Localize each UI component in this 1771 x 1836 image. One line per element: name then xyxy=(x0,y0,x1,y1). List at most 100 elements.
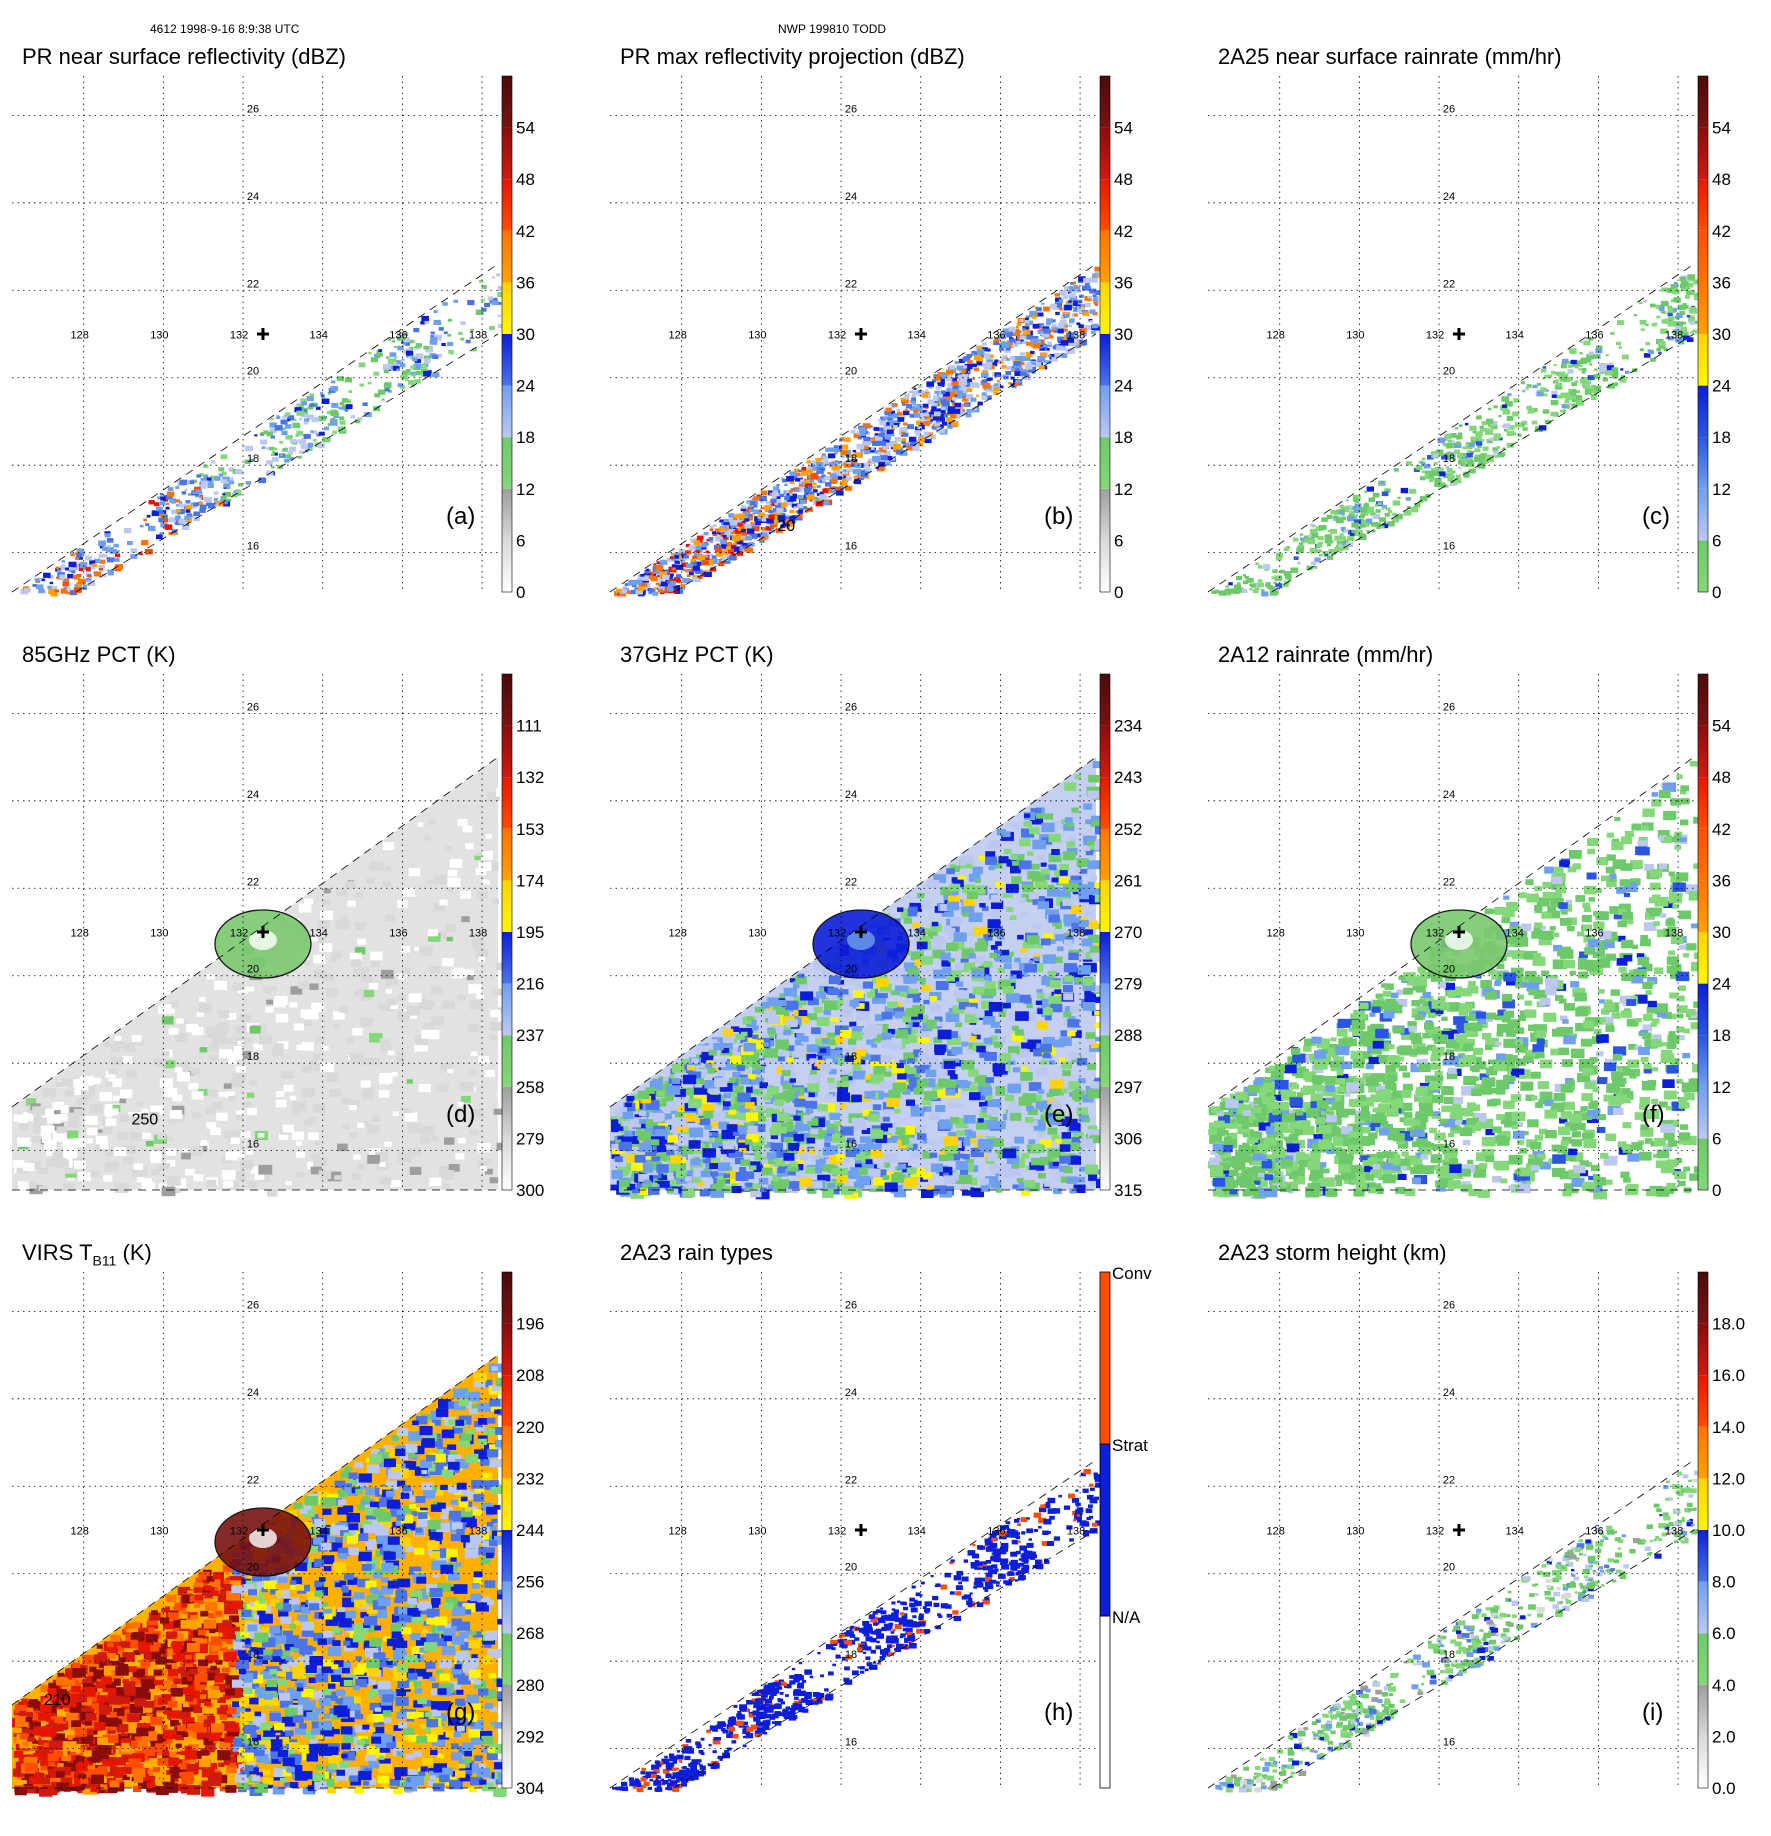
data-cell xyxy=(878,452,883,455)
data-cell xyxy=(25,1142,32,1147)
data-cell xyxy=(954,403,961,408)
data-cell xyxy=(1537,392,1544,397)
data-cell xyxy=(283,448,288,452)
data-cell xyxy=(479,862,492,871)
data-cell xyxy=(196,474,201,477)
data-cell xyxy=(744,512,749,515)
colorbar-band xyxy=(1698,179,1708,231)
data-cell xyxy=(339,1006,348,1013)
lat-tick-label: 16 xyxy=(247,541,259,553)
data-cell xyxy=(982,396,988,400)
data-cell xyxy=(1546,389,1549,391)
data-cell xyxy=(994,1042,1003,1048)
data-cell xyxy=(955,361,960,364)
data-cell xyxy=(1488,408,1492,410)
data-cell xyxy=(425,321,429,324)
data-cell xyxy=(829,1083,838,1089)
data-cell xyxy=(1026,1004,1033,1009)
data-cell xyxy=(1293,538,1299,542)
data-cell xyxy=(800,1154,809,1160)
colorbar-tick-label: 12 xyxy=(1712,480,1731,499)
data-cell xyxy=(939,1070,948,1076)
data-cell xyxy=(1014,332,1020,336)
data-cell xyxy=(1046,348,1049,350)
data-cell xyxy=(723,535,727,538)
data-cell xyxy=(892,405,896,408)
data-cell xyxy=(822,457,827,461)
data-cell xyxy=(732,1072,741,1078)
panel-label: (d) xyxy=(446,1101,475,1129)
data-cell xyxy=(705,572,712,577)
data-cell xyxy=(996,375,999,377)
data-cell xyxy=(800,500,806,504)
data-cell xyxy=(175,1067,182,1072)
data-cell xyxy=(353,1155,361,1160)
data-cell xyxy=(666,1150,674,1156)
data-cell xyxy=(1038,313,1044,317)
data-cell xyxy=(333,1024,340,1029)
data-cell xyxy=(120,1089,133,1098)
data-cell xyxy=(977,346,982,349)
lon-tick-label: 134 xyxy=(908,329,926,341)
data-cell xyxy=(750,501,756,505)
data-cell xyxy=(1556,395,1562,399)
data-cell xyxy=(1473,431,1477,433)
data-cell xyxy=(396,1056,405,1062)
data-cell xyxy=(1021,912,1028,917)
data-cell xyxy=(1006,907,1013,912)
data-cell xyxy=(1086,1032,1096,1039)
data-cell xyxy=(147,515,151,518)
data-cell xyxy=(947,409,954,414)
colorbar-tick-label: 24 xyxy=(1114,377,1133,396)
data-cell xyxy=(299,418,302,420)
data-cell xyxy=(1595,348,1602,353)
data-cell xyxy=(380,1177,391,1185)
data-cell xyxy=(927,399,934,404)
data-cell xyxy=(1583,342,1587,345)
colorbar-tick-label: 195 xyxy=(516,923,544,942)
data-cell xyxy=(1580,379,1587,384)
data-cell xyxy=(1356,525,1361,529)
data-cell xyxy=(1424,464,1431,469)
data-cell xyxy=(342,1125,349,1130)
data-cell xyxy=(1021,1066,1028,1071)
data-cell xyxy=(379,1162,385,1167)
data-cell xyxy=(798,510,803,514)
data-cell xyxy=(293,1101,306,1110)
data-cell xyxy=(1006,993,1020,1003)
data-cell xyxy=(1501,396,1509,402)
data-cell xyxy=(753,509,759,513)
data-cell xyxy=(1562,359,1569,364)
data-cell xyxy=(1327,544,1331,547)
panel-title: PR max reflectivity projection (dBZ) xyxy=(620,44,965,70)
panel-title: 85GHz PCT (K) xyxy=(22,642,176,668)
data-cell xyxy=(367,1155,380,1164)
data-cell xyxy=(348,390,352,393)
data-cell xyxy=(1658,341,1666,346)
data-cell xyxy=(626,1096,634,1102)
data-cell xyxy=(1625,371,1630,374)
data-cell xyxy=(948,1070,956,1075)
data-cell xyxy=(65,1090,75,1097)
data-cell xyxy=(222,493,225,495)
lat-tick-label: 24 xyxy=(1443,191,1455,203)
data-cell xyxy=(447,334,451,337)
data-cell xyxy=(810,1070,817,1075)
data-cell xyxy=(824,1142,830,1146)
data-cell xyxy=(880,455,888,460)
colorbar-tick-label: 12 xyxy=(1114,480,1133,499)
data-cell xyxy=(710,528,714,531)
data-cell xyxy=(377,353,383,357)
data-cell xyxy=(1049,1060,1055,1064)
data-cell xyxy=(867,992,876,998)
data-cell xyxy=(479,280,483,283)
lat-tick-label: 18 xyxy=(247,1051,259,1063)
data-cell xyxy=(729,555,736,560)
colorbar-band xyxy=(502,880,512,932)
data-cell xyxy=(1382,492,1389,497)
colorbar-band xyxy=(502,128,512,180)
data-cell xyxy=(313,404,316,406)
data-cell xyxy=(821,474,825,477)
data-cell xyxy=(896,450,903,455)
data-cell xyxy=(122,1056,133,1064)
